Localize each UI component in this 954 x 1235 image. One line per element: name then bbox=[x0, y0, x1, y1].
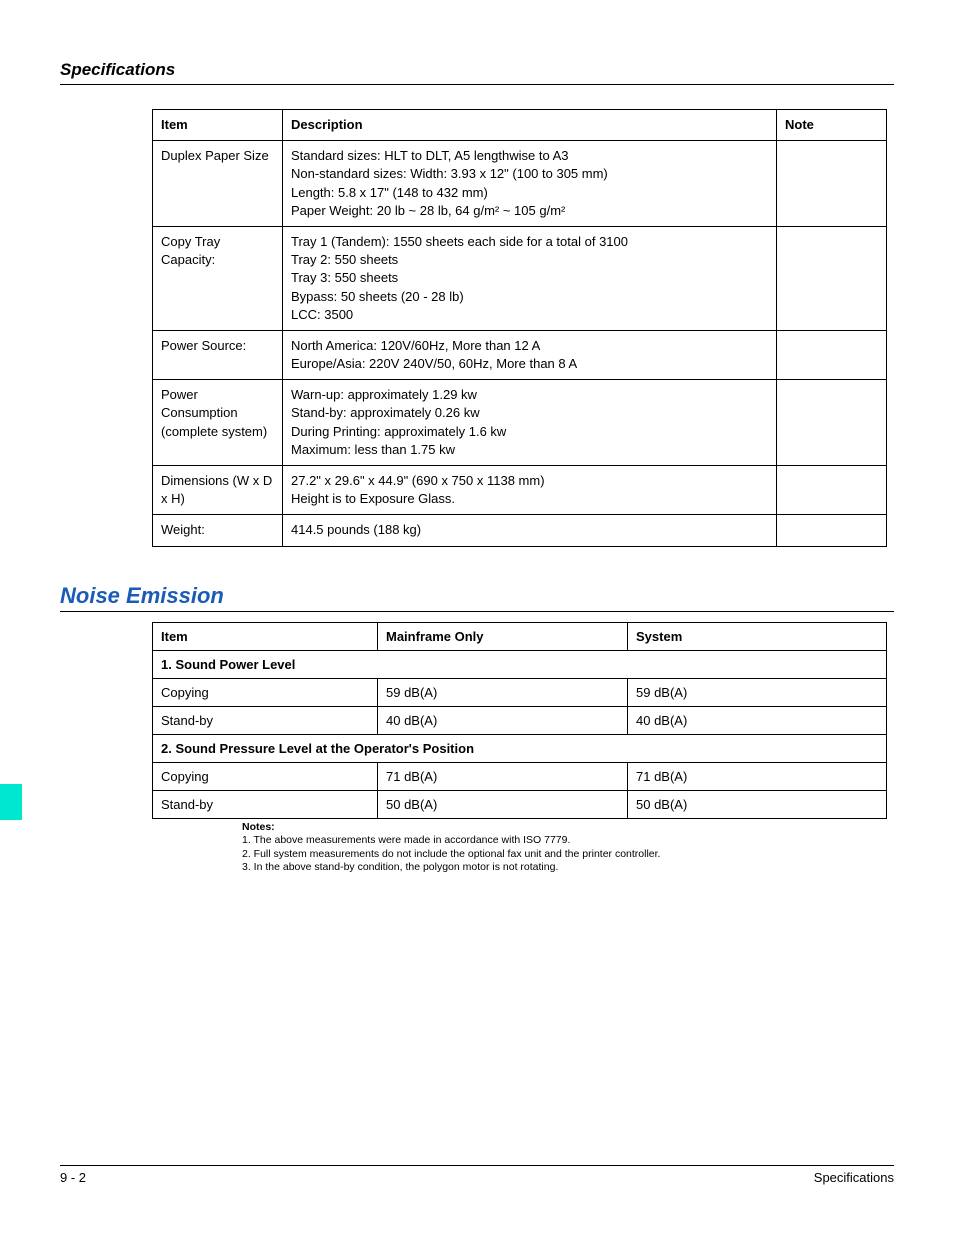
cell-note bbox=[777, 466, 887, 515]
table-row: Stand-by50 dB(A)50 dB(A) bbox=[153, 790, 887, 818]
footer-section-name: Specifications bbox=[814, 1170, 894, 1185]
cell-item: Power Source: bbox=[153, 330, 283, 379]
cell-mainframe: 71 dB(A) bbox=[378, 762, 628, 790]
cell-system: 40 dB(A) bbox=[628, 706, 887, 734]
table-row: Weight: 414.5 pounds (188 kg) bbox=[153, 515, 887, 546]
table-row: Power Consumption (complete system)Warn-… bbox=[153, 380, 887, 466]
cell-note bbox=[777, 226, 887, 330]
noise-emission-table: Item Mainframe Only System 1. Sound Powe… bbox=[152, 622, 887, 819]
description-line: Paper Weight: 20 lb ~ 28 lb, 64 g/m² ~ 1… bbox=[291, 202, 768, 220]
table-row: Copy Tray Capacity: Tray 1 (Tandem): 1550… bbox=[153, 226, 887, 330]
cell-mainframe: 50 dB(A) bbox=[378, 790, 628, 818]
cell-description: 414.5 pounds (188 kg) bbox=[283, 515, 777, 546]
cell-mainframe: 40 dB(A) bbox=[378, 706, 628, 734]
col-header-item: Item bbox=[153, 622, 378, 650]
cell-description: North America: 120V/60Hz, More than 12 A… bbox=[283, 330, 777, 379]
description-line: Non-standard sizes: Width: 3.93 x 12" (1… bbox=[291, 165, 768, 183]
table-row: Copying71 dB(A)71 dB(A) bbox=[153, 762, 887, 790]
document-page: Specifications Item Description Note Dup… bbox=[0, 0, 954, 1235]
table-row: Power Source:North America: 120V/60Hz, M… bbox=[153, 330, 887, 379]
col-header-item: Item bbox=[153, 110, 283, 141]
noise-emission-heading: Noise Emission bbox=[60, 583, 894, 612]
cell-item: Copying bbox=[153, 678, 378, 706]
note-line: 2. Full system measurements do not inclu… bbox=[242, 848, 894, 862]
description-line: Maximum: less than 1.75 kw bbox=[291, 441, 768, 459]
note-line: 1. The above measurements were made in a… bbox=[242, 834, 894, 848]
description-line: During Printing: approximately 1.6 kw bbox=[291, 423, 768, 441]
specifications-table: Item Description Note Duplex Paper Size S… bbox=[152, 109, 887, 547]
cell-description: 27.2" x 29.6" x 44.9" (690 x 750 x 1138 … bbox=[283, 466, 777, 515]
note-line: 3. In the above stand-by condition, the … bbox=[242, 861, 894, 875]
cell-item: Duplex Paper Size bbox=[153, 141, 283, 227]
footer-page-number: 9 - 2 bbox=[60, 1170, 86, 1185]
col-header-system: System bbox=[628, 622, 887, 650]
description-line: North America: 120V/60Hz, More than 12 A bbox=[291, 337, 768, 355]
notes-label: Notes: bbox=[242, 821, 275, 833]
cell-system: 59 dB(A) bbox=[628, 678, 887, 706]
table-row: Stand-by40 dB(A)40 dB(A) bbox=[153, 706, 887, 734]
description-line: Height is to Exposure Glass. bbox=[291, 490, 768, 508]
description-line: Length: 5.8 x 17" (148 to 432 mm) bbox=[291, 184, 768, 202]
table-group-header-row: 2. Sound Pressure Level at the Operator'… bbox=[153, 734, 887, 762]
cell-item: Stand-by bbox=[153, 706, 378, 734]
page-footer: 9 - 2 Specifications bbox=[60, 1165, 894, 1185]
notes-block: Notes: 1. The above measurements were ma… bbox=[242, 821, 894, 876]
cell-item: Copy Tray Capacity: bbox=[153, 226, 283, 330]
table-row: Copying59 dB(A)59 dB(A) bbox=[153, 678, 887, 706]
cell-item: Copying bbox=[153, 762, 378, 790]
table-header-row: Item Mainframe Only System bbox=[153, 622, 887, 650]
group-header: 2. Sound Pressure Level at the Operator'… bbox=[153, 734, 887, 762]
description-line: 27.2" x 29.6" x 44.9" (690 x 750 x 1138 … bbox=[291, 472, 768, 490]
cell-note bbox=[777, 515, 887, 546]
description-line: Europe/Asia: 220V 240V/50, 60Hz, More th… bbox=[291, 355, 768, 373]
table-header-row: Item Description Note bbox=[153, 110, 887, 141]
description-line: Bypass: 50 sheets (20 - 28 lb) bbox=[291, 288, 768, 306]
page-title: Specifications bbox=[60, 60, 894, 85]
table-row: Dimensions (W x D x H) 27.2" x 29.6" x 44… bbox=[153, 466, 887, 515]
cell-mainframe: 59 dB(A) bbox=[378, 678, 628, 706]
cell-note bbox=[777, 141, 887, 227]
cell-system: 71 dB(A) bbox=[628, 762, 887, 790]
cell-item: Weight: bbox=[153, 515, 283, 546]
description-line: Tray 1 (Tandem): 1550 sheets each side f… bbox=[291, 233, 768, 251]
table-group-header-row: 1. Sound Power Level bbox=[153, 650, 887, 678]
description-line: Tray 3: 550 sheets bbox=[291, 269, 768, 287]
cell-description: Tray 1 (Tandem): 1550 sheets each side f… bbox=[283, 226, 777, 330]
cell-item: Stand-by bbox=[153, 790, 378, 818]
col-header-note: Note bbox=[777, 110, 887, 141]
col-header-description: Description bbox=[283, 110, 777, 141]
cell-item: Power Consumption (complete system) bbox=[153, 380, 283, 466]
description-line: Stand-by: approximately 0.26 kw bbox=[291, 404, 768, 422]
cell-system: 50 dB(A) bbox=[628, 790, 887, 818]
page-tab-marker bbox=[0, 784, 22, 820]
cell-note bbox=[777, 330, 887, 379]
description-line: LCC: 3500 bbox=[291, 306, 768, 324]
description-line: 414.5 pounds (188 kg) bbox=[291, 521, 768, 539]
cell-item: Dimensions (W x D x H) bbox=[153, 466, 283, 515]
cell-note bbox=[777, 380, 887, 466]
col-header-mainframe: Mainframe Only bbox=[378, 622, 628, 650]
group-header: 1. Sound Power Level bbox=[153, 650, 887, 678]
description-line: Warn-up: approximately 1.29 kw bbox=[291, 386, 768, 404]
description-line: Standard sizes: HLT to DLT, A5 lengthwis… bbox=[291, 147, 768, 165]
cell-description: Warn-up: approximately 1.29 kwStand-by: … bbox=[283, 380, 777, 466]
cell-description: Standard sizes: HLT to DLT, A5 lengthwis… bbox=[283, 141, 777, 227]
description-line: Tray 2: 550 sheets bbox=[291, 251, 768, 269]
table-row: Duplex Paper Size Standard sizes: HLT to … bbox=[153, 141, 887, 227]
